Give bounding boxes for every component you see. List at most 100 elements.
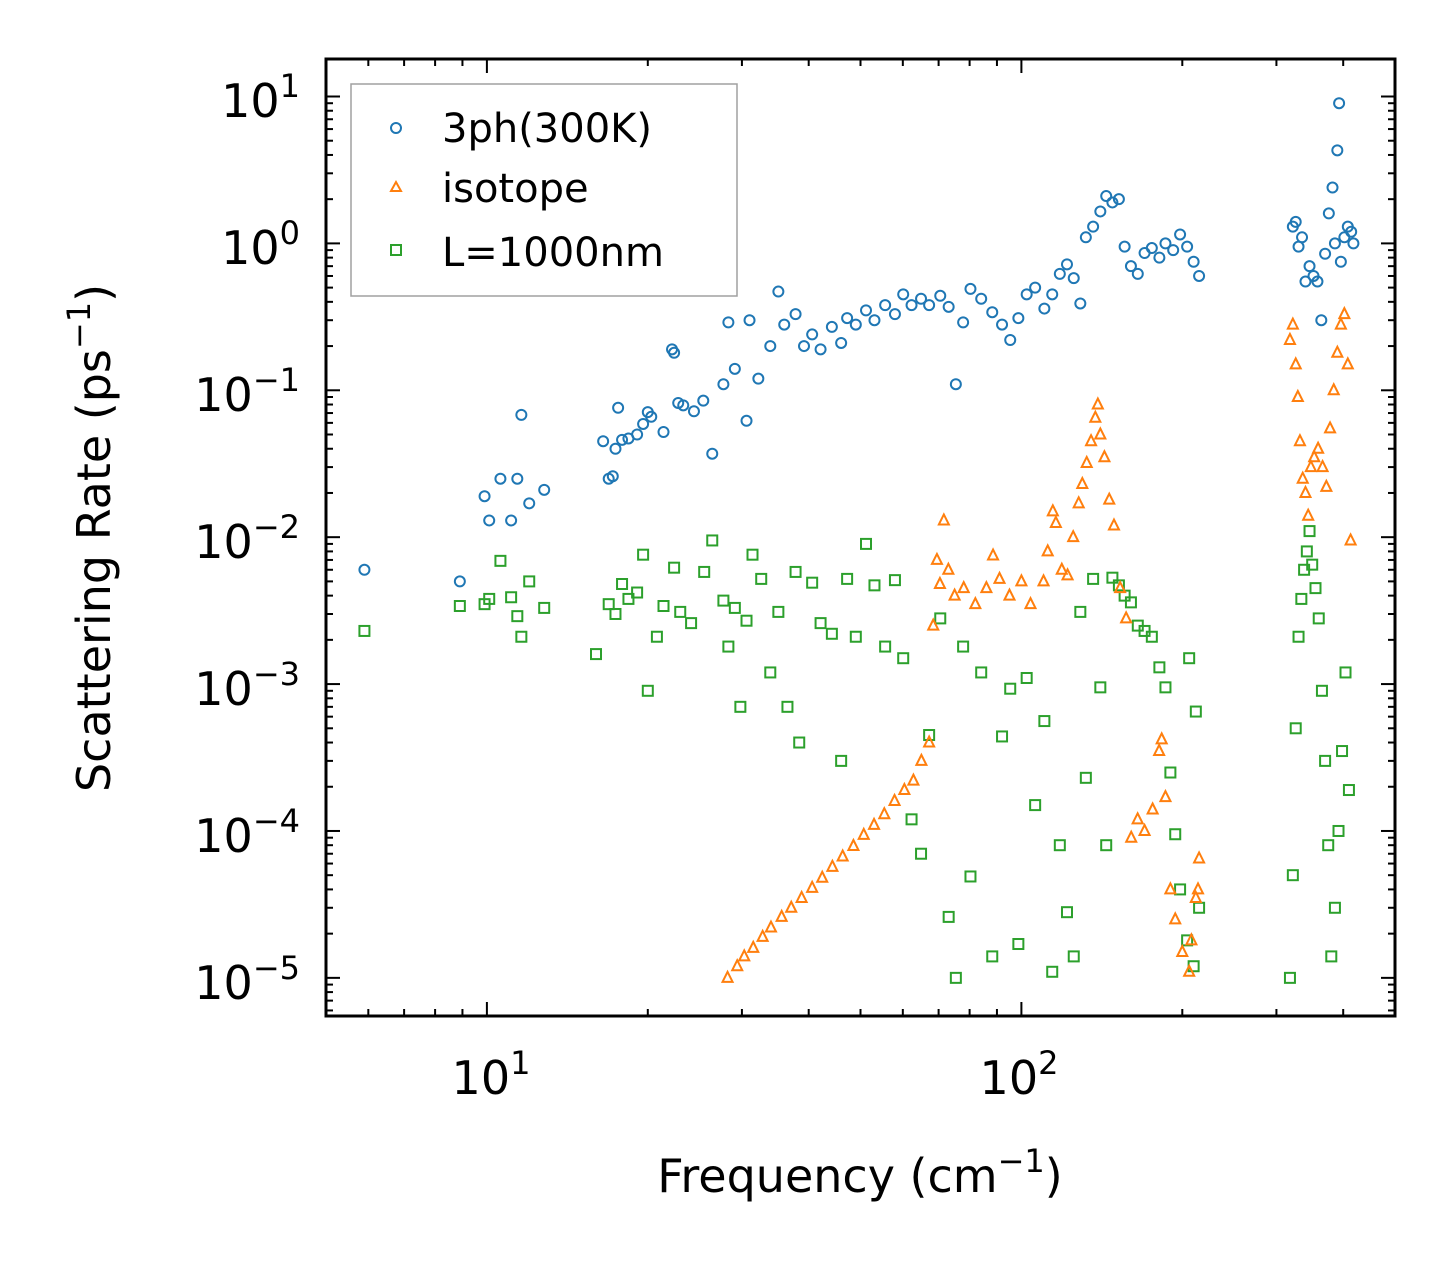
circle-point <box>789 308 802 321</box>
y-tick-label: 100 <box>221 214 300 275</box>
circle-point <box>687 405 700 418</box>
triangle-point <box>1119 610 1133 624</box>
square-point <box>602 598 615 611</box>
square-point <box>1029 799 1042 812</box>
circle-point <box>1181 240 1194 253</box>
triangle-point <box>1155 731 1169 745</box>
circle-point <box>1060 258 1073 271</box>
circle-point <box>697 394 710 407</box>
triangle-point <box>1075 475 1089 490</box>
triangle-point <box>1192 850 1206 864</box>
square-point <box>1300 545 1313 558</box>
triangle-point <box>795 889 809 903</box>
square-point <box>764 666 777 679</box>
square-point <box>1303 525 1316 538</box>
circle-point <box>975 292 988 305</box>
circle-point <box>1046 288 1059 301</box>
triangle-point <box>857 826 871 840</box>
square-point <box>1295 592 1308 605</box>
square-point <box>1124 596 1137 609</box>
triangle-point <box>1055 561 1069 575</box>
square-point <box>772 605 785 618</box>
square-point <box>793 736 806 749</box>
square-point <box>888 574 901 587</box>
square-point <box>1286 869 1299 882</box>
square-point <box>734 700 747 713</box>
triangle-point <box>1060 567 1075 581</box>
y-axis-title: Scattering Rate (ps−1) <box>60 284 121 792</box>
square-point <box>1094 681 1107 694</box>
square-point <box>964 870 977 883</box>
circle-point <box>1331 144 1344 157</box>
square-point <box>1174 883 1187 896</box>
circle-point <box>1074 297 1087 310</box>
square-point <box>835 754 848 767</box>
square-point <box>1328 901 1341 914</box>
triangle-point <box>1152 742 1166 757</box>
triangle-point <box>1072 495 1086 509</box>
triangle-point <box>825 858 840 872</box>
circle-point <box>1038 302 1051 315</box>
triangle-point <box>1337 305 1351 320</box>
circle-point <box>1124 260 1137 273</box>
square-point <box>1315 684 1328 697</box>
triangle-point <box>846 837 861 852</box>
square-point <box>868 579 881 592</box>
triangle-point <box>836 848 850 862</box>
triangle-point <box>720 969 735 983</box>
circle-point <box>949 378 962 391</box>
legend-marker-3ph <box>390 122 402 134</box>
square-point <box>641 684 654 697</box>
square-point <box>722 640 735 653</box>
triangle-point <box>1330 344 1344 358</box>
square-point <box>631 586 644 599</box>
square-point <box>849 630 862 643</box>
circle-point <box>1106 196 1119 209</box>
square-point <box>1309 582 1322 595</box>
triangle-point <box>922 734 936 748</box>
triangle-point <box>1080 454 1094 468</box>
triangle-point <box>1124 829 1138 843</box>
triangle-point <box>1182 963 1196 977</box>
circle-point <box>934 289 947 302</box>
circle-point <box>1193 269 1206 282</box>
square-point <box>494 554 507 567</box>
square-point <box>789 565 802 578</box>
triangle-point <box>1289 356 1303 370</box>
circle-point <box>1328 237 1341 250</box>
square-point <box>728 601 741 614</box>
circle-point <box>645 410 658 423</box>
square-point <box>650 630 663 643</box>
square-point <box>1060 906 1073 919</box>
triangle-point <box>1175 943 1189 957</box>
circle-point <box>616 433 629 446</box>
triangle-point <box>1049 514 1063 528</box>
circle-point <box>835 336 848 349</box>
square-point <box>781 700 794 713</box>
circle-point <box>1334 255 1347 268</box>
triangle-point <box>1296 470 1310 484</box>
square-point <box>1342 784 1355 797</box>
legend-label-3ph: 3ph(300K) <box>442 106 652 152</box>
legend: 3ph(300K) isotope L=1000nm <box>350 83 738 297</box>
circle-point <box>923 299 936 312</box>
triangle-point <box>986 547 1000 561</box>
circle-point <box>1174 228 1187 241</box>
square-point <box>806 576 819 589</box>
circle-point <box>849 318 862 331</box>
triangle-point <box>1315 458 1330 473</box>
circle-point <box>631 428 644 441</box>
circle-point <box>1296 231 1309 244</box>
square-point <box>1053 839 1066 852</box>
triangle-point <box>1002 587 1017 601</box>
triangle-point <box>1131 811 1145 825</box>
circle-point <box>511 472 524 485</box>
y-tick-label: 10−4 <box>194 802 300 863</box>
square-point <box>934 612 947 625</box>
square-point <box>523 575 536 588</box>
triangle-point <box>1046 503 1060 517</box>
triangle-point <box>926 617 940 631</box>
square-point <box>740 614 753 627</box>
circle-point <box>597 435 610 448</box>
